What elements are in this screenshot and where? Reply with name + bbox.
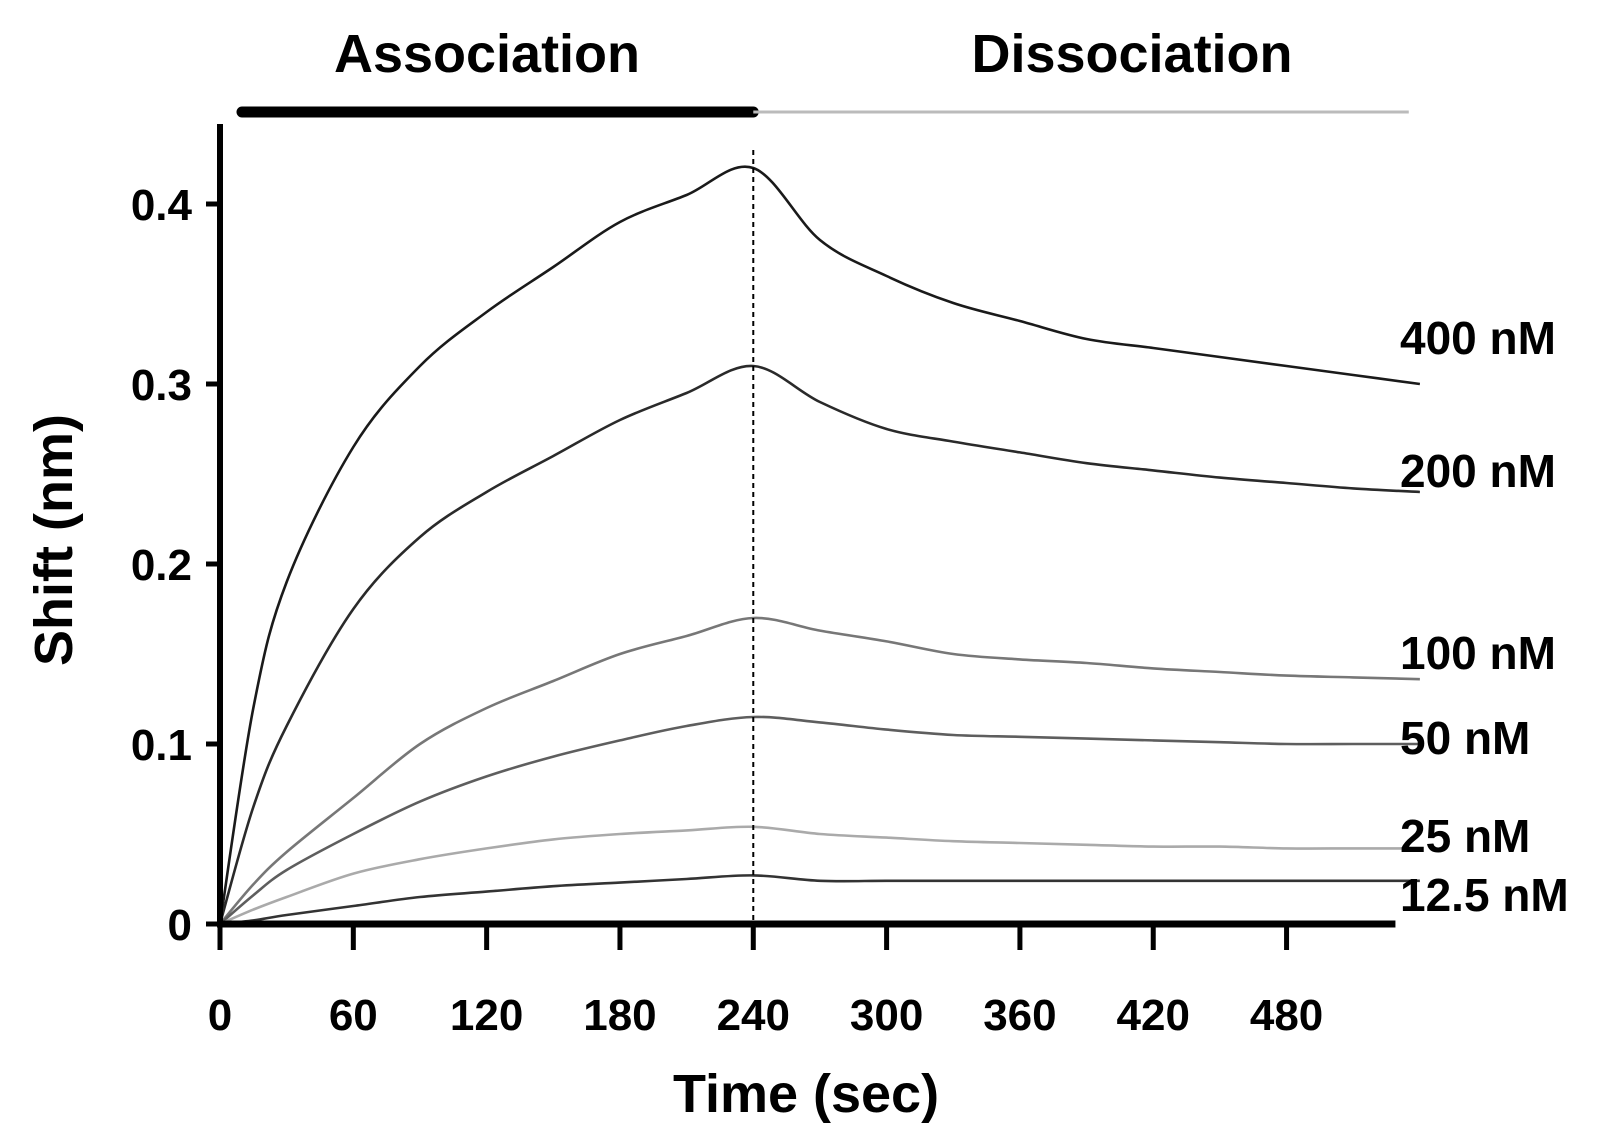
- y-tick-label: 0.3: [131, 361, 192, 410]
- y-tick-label: 0: [168, 901, 192, 950]
- series-line-200-nM: [218, 364, 1420, 925]
- series-label: 12.5 nM: [1400, 869, 1569, 921]
- phase-label-dissociation: Dissociation: [971, 24, 1292, 84]
- y-tick-label: 0.1: [131, 721, 192, 770]
- series-label: 25 nM: [1400, 810, 1530, 862]
- x-axis-label: Time (sec): [673, 1064, 939, 1124]
- x-tick-label: 180: [583, 991, 656, 1040]
- series-label: 200 nM: [1400, 445, 1556, 497]
- x-tick-label: 120: [450, 991, 523, 1040]
- y-axis-label: Shift (nm): [24, 414, 84, 666]
- series-label: 400 nM: [1400, 312, 1556, 364]
- series-label: 50 nM: [1400, 712, 1530, 764]
- x-tick-label: 420: [1117, 991, 1190, 1040]
- phase-label-association: Association: [334, 24, 640, 84]
- series-line-50-nM: [219, 715, 1420, 925]
- x-tick-label: 360: [983, 991, 1056, 1040]
- x-tick-label: 60: [329, 991, 378, 1040]
- series-line-12-5-nM: [219, 874, 1420, 926]
- series-label: 100 nM: [1400, 627, 1556, 679]
- series-line-25-nM: [219, 825, 1420, 926]
- series-line-100-nM: [219, 616, 1420, 925]
- y-tick-label: 0.4: [131, 181, 193, 230]
- x-tick-label: 0: [208, 991, 232, 1040]
- x-tick-label: 240: [717, 991, 790, 1040]
- y-tick-label: 0.2: [131, 541, 192, 590]
- series-line-400-nM: [218, 165, 1421, 925]
- x-tick-label: 480: [1250, 991, 1323, 1040]
- x-tick-label: 300: [850, 991, 923, 1040]
